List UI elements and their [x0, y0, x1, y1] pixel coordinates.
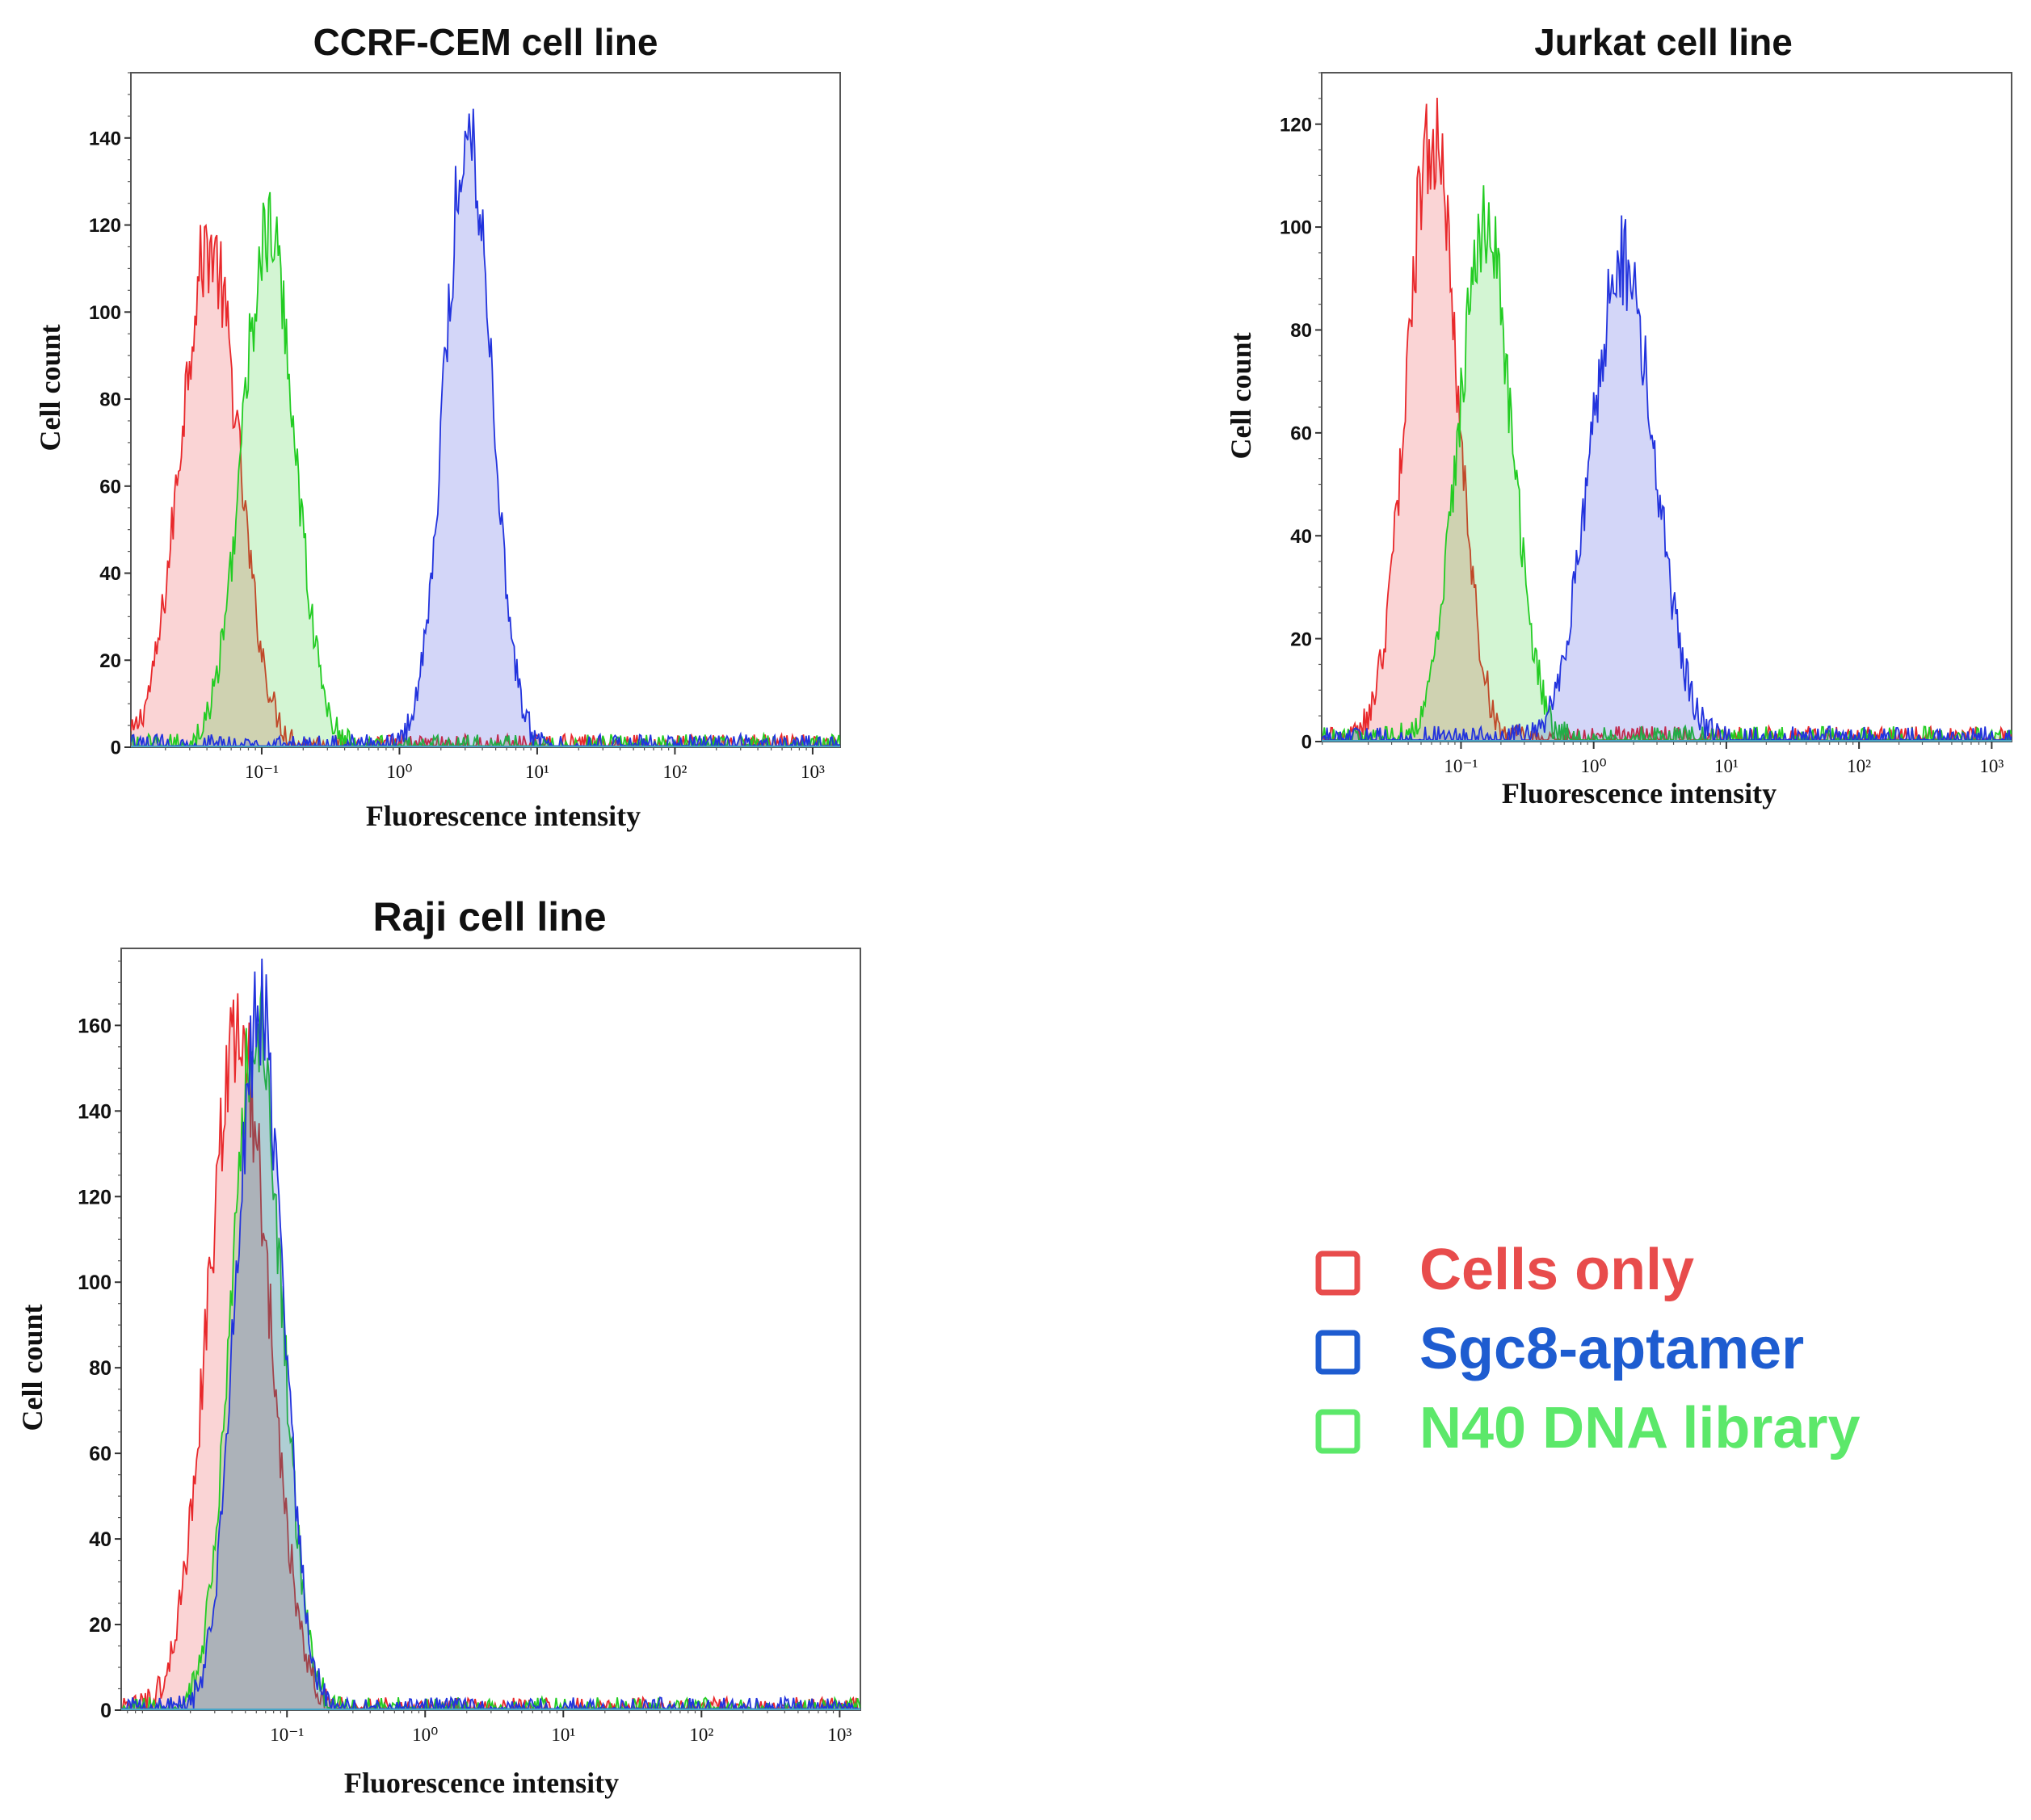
x-tick-label-2: 10² — [662, 762, 687, 782]
y-tick-label-0: 0 — [111, 738, 121, 759]
x-tick-label--1: 10⁻¹ — [270, 1725, 304, 1745]
y-tick-label-80: 80 — [99, 389, 121, 411]
y-tick-label-0: 0 — [100, 1700, 111, 1722]
legend-swatch-sgc8-aptamer — [1315, 1330, 1360, 1375]
x-tick-label-1: 10¹ — [525, 762, 549, 782]
panel-title-jurkat: Jurkat cell line — [1534, 21, 1793, 63]
plot-frame-raji — [120, 948, 861, 1711]
fill-n40-library-jurkat — [1322, 185, 2012, 742]
x-tick-label-1: 10¹ — [551, 1725, 575, 1745]
y-tick-label-140: 140 — [78, 1100, 111, 1123]
y-tick-label-40: 40 — [99, 563, 121, 585]
y-tick-label-100: 100 — [1280, 217, 1312, 239]
x-tick-label-0: 10⁰ — [412, 1725, 438, 1745]
y-axis-label-raji: Cell count — [16, 1304, 48, 1431]
x-tick-label-3: 10³ — [801, 762, 825, 782]
fill-sgc8-aptamer-jurkat — [1322, 215, 2012, 742]
plot-frame-jurkat — [1321, 72, 2012, 742]
y-tick-label-20: 20 — [99, 650, 121, 672]
fill-sgc8-aptamer-ccrf-cem — [131, 108, 840, 747]
legend-item-n40-library: N40 DNA library — [1315, 1396, 1861, 1461]
x-tick-label-0: 10⁰ — [386, 762, 412, 782]
plot-area-jurkat: 0 20 40 60 80 100 120 10⁻¹ 10⁰ 10¹ 10² 10³ — [1280, 72, 2012, 776]
y-tick-label-20: 20 — [89, 1614, 111, 1637]
panel-jurkat: Jurkat cell line 0 20 40 60 80 100 120 10⁻¹ 10⁰ 1… — [1225, 21, 2012, 809]
legend-label-sgc8-aptamer: Sgc8-aptamer — [1419, 1317, 1804, 1381]
y-tick-label-80: 80 — [89, 1357, 111, 1380]
y-axis-label-ccrf-cem: Cell count — [34, 324, 66, 451]
y-tick-label-120: 120 — [78, 1186, 111, 1208]
panel-title-raji: Raji cell line — [372, 894, 606, 939]
x-tick-label-2: 10² — [1847, 756, 1871, 776]
fill-cells-only-jurkat — [1322, 98, 2012, 742]
y-axis-label-jurkat: Cell count — [1225, 332, 1257, 459]
y-tick-label-40: 40 — [1290, 526, 1312, 548]
plot-area-raji: 0 20 40 60 80 100 120 140 160 10⁻¹ 10⁰ 10¹ 10² 10³ — [78, 948, 861, 1745]
x-tick-label-3: 10³ — [1979, 756, 2004, 776]
x-tick-label-0: 10⁰ — [1581, 756, 1607, 776]
y-tick-label-80: 80 — [1290, 320, 1312, 342]
y-tick-label-100: 100 — [78, 1271, 111, 1294]
y-tick-label-120: 120 — [1280, 114, 1312, 136]
panel-raji: Raji cell line 0 20 40 60 80 100 120 140 160 10⁻¹… — [16, 894, 861, 1799]
x-tick-label-1: 10¹ — [1714, 756, 1739, 776]
plot-area-ccrf-cem: 0 20 40 60 80 100 120 140 10⁻¹ 10⁰ 10¹ 10² 10³ — [89, 72, 841, 782]
legend: Cells only Sgc8-aptamer N40 DNA library — [1315, 1238, 1861, 1461]
y-tick-label-120: 120 — [89, 215, 121, 237]
y-tick-label-20: 20 — [1290, 628, 1312, 650]
x-tick-label--1: 10⁻¹ — [1444, 756, 1478, 776]
y-tick-label-0: 0 — [1301, 732, 1312, 754]
legend-swatch-n40-library — [1315, 1409, 1360, 1454]
x-axis-label-ccrf-cem: Fluorescence intensity — [366, 800, 641, 832]
x-tick-label-2: 10² — [689, 1725, 713, 1745]
panel-ccrf-cem: CCRF-CEM cell line 0 20 40 60 80 100 120 140 10⁻… — [34, 21, 841, 832]
x-tick-label-3: 10³ — [827, 1725, 852, 1745]
legend-label-cells-only: Cells only — [1419, 1238, 1694, 1302]
panel-title-ccrf-cem: CCRF-CEM cell line — [313, 21, 658, 63]
y-tick-label-100: 100 — [89, 302, 121, 324]
y-tick-label-60: 60 — [1290, 422, 1312, 444]
legend-label-n40-library: N40 DNA library — [1419, 1396, 1861, 1461]
fill-sgc8-aptamer-raji — [121, 958, 860, 1710]
fill-cells-only-raji — [121, 993, 860, 1710]
fill-n40-library-raji — [121, 982, 860, 1710]
fill-cells-only-ccrf-cem — [131, 225, 840, 747]
legend-item-cells-only: Cells only — [1315, 1238, 1694, 1302]
x-axis-label-raji: Fluorescence intensity — [344, 1767, 619, 1799]
x-axis-label-jurkat: Fluorescence intensity — [1502, 777, 1777, 809]
y-tick-label-160: 160 — [78, 1015, 111, 1037]
y-tick-label-60: 60 — [89, 1443, 111, 1465]
plot-frame-ccrf-cem — [130, 72, 841, 748]
legend-item-sgc8-aptamer: Sgc8-aptamer — [1315, 1317, 1804, 1381]
legend-swatch-cells-only — [1315, 1250, 1360, 1296]
y-tick-label-60: 60 — [99, 476, 121, 498]
x-tick-label--1: 10⁻¹ — [245, 762, 279, 782]
y-tick-label-40: 40 — [89, 1528, 111, 1551]
line-sgc8-aptamer-ccrf-cem — [131, 108, 840, 747]
y-tick-label-140: 140 — [89, 128, 121, 149]
